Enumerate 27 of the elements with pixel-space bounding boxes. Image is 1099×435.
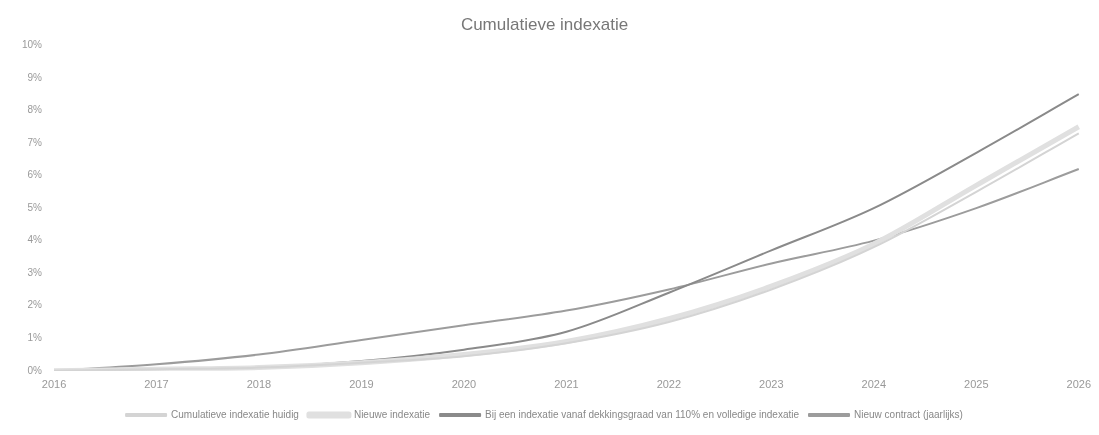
chart-title: Cumulatieve indexatie bbox=[460, 14, 629, 34]
legend-label: Bij een indexatie vanaf dekkingsgraad van 110% en volledige indexatie bbox=[485, 408, 800, 420]
x-tick-label: 2023 bbox=[759, 378, 784, 391]
y-tick-label: 3% bbox=[27, 266, 43, 278]
y-tick-label: 1% bbox=[27, 332, 43, 344]
y-tick-label: 2% bbox=[27, 299, 43, 311]
x-tick-label: 2016 bbox=[41, 378, 67, 391]
legend-label: Nieuwe indexatie bbox=[353, 408, 431, 420]
y-tick-label: 6% bbox=[27, 169, 43, 181]
x-tick-label: 2026 bbox=[1066, 378, 1092, 391]
legend-label: Nieuw contract (jaarlijks) bbox=[854, 408, 963, 420]
x-tick-label: 2025 bbox=[964, 378, 989, 391]
legend-label: Cumulatieve indexatie huidig bbox=[171, 408, 299, 420]
x-tick-label: 2019 bbox=[349, 378, 374, 391]
y-tick-label: 5% bbox=[27, 201, 43, 213]
x-tick-label: 2022 bbox=[656, 378, 682, 391]
y-tick-label: 0% bbox=[27, 364, 43, 376]
x-tick-label: 2024 bbox=[861, 378, 887, 391]
y-tick-label: 7% bbox=[27, 136, 43, 148]
x-tick-label: 2018 bbox=[246, 378, 272, 391]
x-tick-label: 2021 bbox=[554, 378, 579, 391]
y-tick-label: 9% bbox=[27, 71, 43, 83]
x-tick-label: 2020 bbox=[451, 378, 477, 391]
y-tick-label: 10% bbox=[22, 39, 43, 51]
x-tick-label: 2017 bbox=[144, 378, 169, 391]
y-tick-label: 8% bbox=[27, 104, 43, 116]
y-tick-label: 4% bbox=[27, 234, 43, 246]
